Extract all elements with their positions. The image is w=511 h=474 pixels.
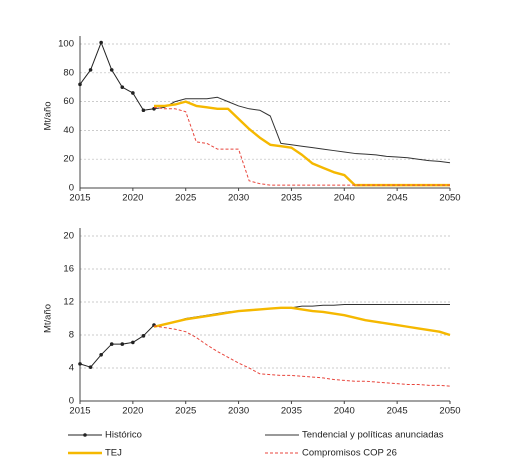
x-tick-label: 2045 [387, 406, 408, 417]
x-tick-label: 2045 [387, 193, 408, 204]
y-tick-label: 20 [63, 154, 74, 165]
legend-label: TEJ [105, 448, 122, 459]
y-tick-label: 8 [69, 330, 74, 341]
series-line [79, 324, 155, 368]
series-line [79, 42, 155, 111]
x-tick-label: 2035 [281, 193, 302, 204]
x-tick-label: 2050 [439, 406, 460, 417]
x-tick-label: 2030 [228, 193, 249, 204]
point [88, 68, 93, 72]
x-tick-label: 2020 [122, 193, 143, 204]
point [120, 342, 125, 346]
y-tick-label: 12 [63, 297, 74, 308]
y-axis-label: Mt/año [43, 304, 54, 333]
y-tick-label: 16 [63, 264, 74, 275]
series-line [153, 106, 450, 186]
point [131, 91, 135, 95]
legend-label: Compromisos COP 26 [302, 448, 397, 459]
series-line [153, 96, 451, 164]
series-line [153, 303, 450, 328]
y-tick-label: 80 [63, 67, 74, 78]
y-tick-label: 40 [63, 125, 74, 136]
x-tick-label: 2035 [281, 406, 302, 417]
y-tick-label: 60 [63, 96, 74, 107]
x-tick-label: 2040 [334, 406, 355, 417]
legend-marker [83, 433, 87, 437]
x-tick-label: 2050 [439, 193, 460, 204]
x-tick-label: 2025 [175, 406, 196, 417]
point [141, 334, 146, 338]
point [78, 82, 82, 87]
point [99, 353, 103, 357]
point [120, 85, 125, 89]
point [88, 365, 93, 369]
point [131, 340, 135, 345]
point [99, 40, 103, 45]
x-tick-label: 2015 [69, 193, 90, 204]
legend-label: Histórico [105, 430, 142, 441]
x-tick-label: 2025 [175, 193, 196, 204]
point [141, 108, 146, 113]
y-axis-label: Mt/año [43, 101, 54, 130]
y-tick-label: 0 [69, 396, 74, 407]
y-tick-label: 20 [63, 231, 74, 242]
x-tick-label: 2020 [122, 406, 143, 417]
x-tick-label: 2015 [69, 406, 90, 417]
point [78, 362, 82, 366]
series-line [154, 100, 450, 187]
point [109, 342, 114, 346]
point [109, 68, 114, 72]
legend-label: Tendencial y políticas anunciadas [302, 430, 444, 441]
x-tick-label: 2040 [334, 193, 355, 204]
series-line [153, 325, 451, 387]
y-tick-label: 4 [69, 363, 74, 374]
series-line [153, 306, 451, 337]
y-tick-label: 0 [69, 183, 74, 194]
y-tick-label: 100 [58, 39, 74, 50]
x-tick-label: 2030 [228, 406, 249, 417]
